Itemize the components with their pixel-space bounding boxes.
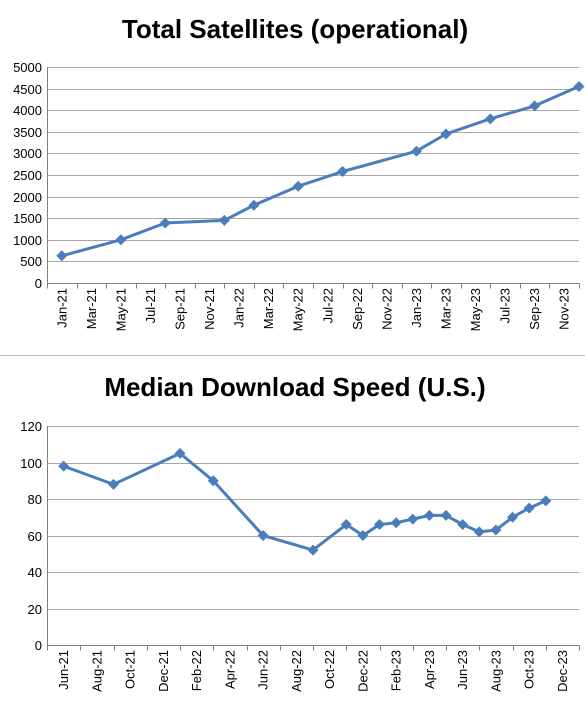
chart-2-x-tick-label: Jun-21 bbox=[56, 650, 71, 690]
chart-1-y-tick-label: 500 bbox=[20, 254, 42, 269]
chart-2-data-point bbox=[58, 460, 70, 472]
chart-1-x-tick-label: Mar-23 bbox=[439, 288, 454, 329]
chart-2-x-tick-label: Feb-23 bbox=[389, 650, 404, 691]
chart-1-data-point bbox=[573, 80, 585, 92]
chart-2-x-tick-label: Oct-21 bbox=[123, 650, 138, 689]
chart-2-data-point bbox=[108, 478, 119, 490]
chart-2-data-point bbox=[423, 509, 435, 521]
chart-1-x-tick-label: May-21 bbox=[113, 288, 128, 331]
chart-1-data-point bbox=[159, 217, 171, 229]
chart-2-series-line bbox=[63, 451, 547, 552]
chart-2-x-tick-label: Aug-23 bbox=[488, 650, 503, 692]
chart-2-data-point bbox=[374, 519, 385, 531]
chart-2-y-tick-label: 40 bbox=[28, 565, 42, 580]
chart-2-data-point bbox=[473, 526, 485, 538]
chart-1-x-tick-label: Nov-21 bbox=[202, 288, 217, 330]
chart-1-x-tick-label: Nov-23 bbox=[557, 288, 572, 330]
chart-2-x-tick-label: Apr-23 bbox=[422, 650, 437, 689]
chart-1-y-tick-label: 4500 bbox=[13, 82, 42, 97]
chart-1-y-tick-label: 1000 bbox=[13, 233, 42, 248]
chart-1-data-point bbox=[115, 234, 127, 246]
chart-1-x-tick-label: Jul-23 bbox=[498, 288, 513, 323]
chart-2-data-point bbox=[307, 544, 319, 556]
chart-2-y-tick-label: 80 bbox=[28, 492, 42, 507]
chart-2-y-tick-label: 20 bbox=[28, 602, 42, 617]
chart-1-x-tick-label: Jul-22 bbox=[320, 288, 335, 323]
chart-2-data-point bbox=[457, 519, 469, 531]
chart-2-x-tick-label: Dec-23 bbox=[555, 650, 570, 692]
chart-2-x-tick-label: Aug-21 bbox=[89, 650, 104, 692]
chart-1-x-tick-label: Mar-22 bbox=[261, 288, 276, 329]
chart-2-data-point bbox=[340, 519, 352, 531]
chart-1-y-tick-label: 4000 bbox=[13, 103, 42, 118]
chart-2-data-point bbox=[174, 447, 186, 459]
chart-2-title: Median Download Speed (U.S.) bbox=[104, 372, 485, 402]
chart-1-data-point bbox=[410, 145, 422, 157]
chart-2-y-tick-label: 60 bbox=[28, 529, 42, 544]
chart-2-x-tick-label: Oct-22 bbox=[322, 650, 337, 689]
chart-1-x-tick-label: Jul-21 bbox=[143, 288, 158, 323]
chart-2-y-tick-label: 100 bbox=[20, 456, 42, 471]
chart-1-y-tick-label: 3000 bbox=[13, 146, 42, 161]
chart-1-title: Total Satellites (operational) bbox=[122, 14, 468, 44]
chart-1-x-tick-label: Jan-21 bbox=[54, 288, 69, 328]
chart-1-x-tick-label: Sep-23 bbox=[527, 288, 542, 330]
chart-1-data-point bbox=[248, 199, 260, 211]
chart-2-x-tick-label: Dec-22 bbox=[355, 650, 370, 692]
chart-1-y-tick-label: 2500 bbox=[13, 168, 42, 183]
chart-1-y-tick-label: 3500 bbox=[13, 125, 42, 140]
chart-1-x-tick-label: Mar-21 bbox=[84, 288, 99, 329]
chart-1-x-tick-label: Sep-21 bbox=[173, 288, 188, 330]
chart-2-data-point bbox=[540, 495, 552, 507]
chart-2-data-point bbox=[440, 509, 452, 521]
chart-1-y-tick-label: 5000 bbox=[13, 60, 42, 75]
chart-2-data-point bbox=[390, 517, 402, 529]
chart-2-data-point bbox=[257, 530, 269, 541]
chart-2-data-point bbox=[507, 511, 518, 523]
chart-1-data-point bbox=[529, 100, 541, 112]
chart-1-data-point bbox=[292, 180, 304, 192]
chart-2-x-tick-label: Apr-22 bbox=[222, 650, 237, 689]
chart-2-data-point bbox=[207, 475, 219, 487]
chart-2-data-point bbox=[357, 530, 369, 541]
chart-1-data-point bbox=[440, 128, 452, 140]
chart-1-x-tick-label: Sep-22 bbox=[350, 288, 365, 330]
chart-1-y-tick-label: 2000 bbox=[13, 190, 42, 205]
chart-2-data-point bbox=[523, 502, 535, 514]
chart-2-data-point bbox=[490, 524, 502, 536]
chart-1-series-line bbox=[61, 85, 580, 258]
chart-2-y-tick-label: 120 bbox=[20, 419, 42, 434]
chart-1-data-point bbox=[218, 214, 230, 226]
chart-2-x-tick-label: Oct-23 bbox=[522, 650, 537, 689]
chart-1-x-tick-label: May-23 bbox=[468, 288, 483, 331]
chart-1-x-tick-label: May-22 bbox=[291, 288, 306, 331]
chart-1-x-tick-label: Nov-22 bbox=[379, 288, 394, 330]
chart-1-x-tick-label: Jan-23 bbox=[409, 288, 424, 328]
chart-2-x-tick-label: Aug-22 bbox=[289, 650, 304, 692]
chart-1-data-point bbox=[56, 250, 68, 262]
chart-2-x-tick-label: Jun-22 bbox=[256, 650, 271, 690]
chart-2-data-point bbox=[407, 513, 419, 525]
chart-1-data-point bbox=[337, 166, 349, 178]
chart-2-x-tick-label: Dec-21 bbox=[156, 650, 171, 692]
chart-2-x-tick-label: Jun-23 bbox=[455, 650, 470, 690]
chart-1-x-tick-label: Jan-22 bbox=[232, 288, 247, 328]
chart-2-y-tick-label: 0 bbox=[35, 638, 42, 653]
chart-1-y-tick-label: 1500 bbox=[13, 211, 42, 226]
chart-1-y-tick-label: 0 bbox=[35, 276, 42, 291]
chart-1-data-point bbox=[484, 113, 496, 125]
chart-2-x-tick-label: Feb-22 bbox=[189, 650, 204, 691]
